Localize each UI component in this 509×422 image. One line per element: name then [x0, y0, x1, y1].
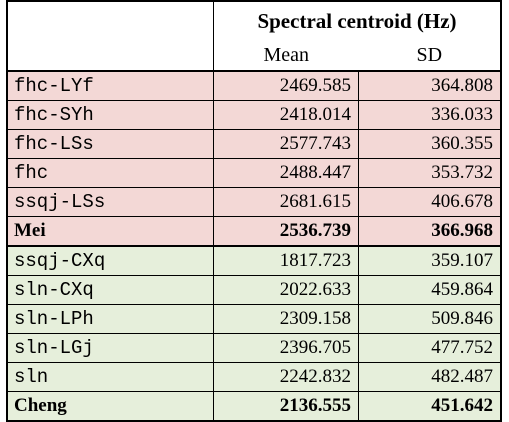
table-row: fhc-SYh 2418.014 336.033 [5, 100, 503, 130]
sd-value: 406.678 [358, 187, 503, 217]
spectral-centroid-table-container: Spectral centroid (Hz) Mean SD fhc-LYf 24… [5, 0, 503, 422]
mean-value: 2418.014 [213, 100, 360, 130]
mean-value: 2022.633 [213, 275, 360, 305]
column-header-mean: Mean [213, 40, 359, 72]
table-row: fhc 2488.447 353.732 [5, 158, 503, 188]
sd-value: 353.732 [358, 158, 503, 188]
row-label: ssqj-LSs [5, 187, 214, 217]
row-label: fhc-LYf [5, 71, 214, 101]
row-label: fhc-LSs [5, 129, 214, 159]
row-label: sln-CXq [5, 275, 214, 305]
table-row: fhc-LYf 2469.585 364.808 [5, 71, 503, 101]
mean-value: 2681.615 [213, 187, 360, 217]
table-row: sln 2242.832 482.487 [5, 362, 503, 392]
spectral-centroid-table: Spectral centroid (Hz) Mean SD fhc-LYf 24… [5, 0, 503, 422]
table-row: fhc-LSs 2577.743 360.355 [5, 129, 503, 159]
table-row: Cheng 2136.555 451.642 [5, 391, 503, 422]
mean-value: 2577.743 [213, 129, 360, 159]
row-label: fhc-SYh [5, 100, 214, 130]
header-subtitle-row: Mean SD [5, 40, 503, 72]
group-title: Spectral centroid (Hz) [213, 0, 502, 40]
row-label: Mei [5, 216, 214, 247]
row-label: Cheng [5, 391, 214, 422]
mean-value: 2242.832 [213, 362, 360, 392]
mean-value: 2396.705 [213, 333, 360, 363]
row-label: sln [5, 362, 214, 392]
sd-value: 359.107 [358, 246, 503, 276]
column-header-sd: SD [358, 40, 503, 72]
table-row: ssqj-CXq 1817.723 359.107 [5, 246, 503, 276]
mean-value: 1817.723 [213, 246, 360, 276]
sd-value: 482.487 [358, 362, 503, 392]
row-label: ssqj-CXq [5, 246, 214, 276]
sd-value: 364.808 [358, 71, 503, 101]
sd-value: 459.864 [358, 275, 503, 305]
header-row-label [5, 0, 214, 40]
table-row: sln-CXq 2022.633 459.864 [5, 275, 503, 305]
mean-value: 2136.555 [213, 391, 360, 422]
header-row-label-sub [5, 40, 214, 72]
table-row: sln-LGj 2396.705 477.752 [5, 333, 503, 363]
mean-value: 2536.739 [213, 216, 360, 247]
table-row: sln-LPh 2309.158 509.846 [5, 304, 503, 334]
mean-value: 2309.158 [213, 304, 360, 334]
sd-value: 451.642 [358, 391, 503, 422]
sd-value: 477.752 [358, 333, 503, 363]
sd-value: 336.033 [358, 100, 503, 130]
row-label: sln-LPh [5, 304, 214, 334]
row-label: sln-LGj [5, 333, 214, 363]
mean-value: 2488.447 [213, 158, 360, 188]
table-row: ssqj-LSs 2681.615 406.678 [5, 187, 503, 217]
table-row: Mei 2536.739 366.968 [5, 216, 503, 247]
row-label: fhc [5, 158, 214, 188]
header-title-row: Spectral centroid (Hz) [5, 0, 502, 40]
sd-value: 509.846 [358, 304, 503, 334]
sd-value: 366.968 [358, 216, 503, 247]
sd-value: 360.355 [358, 129, 503, 159]
mean-value: 2469.585 [213, 71, 360, 101]
